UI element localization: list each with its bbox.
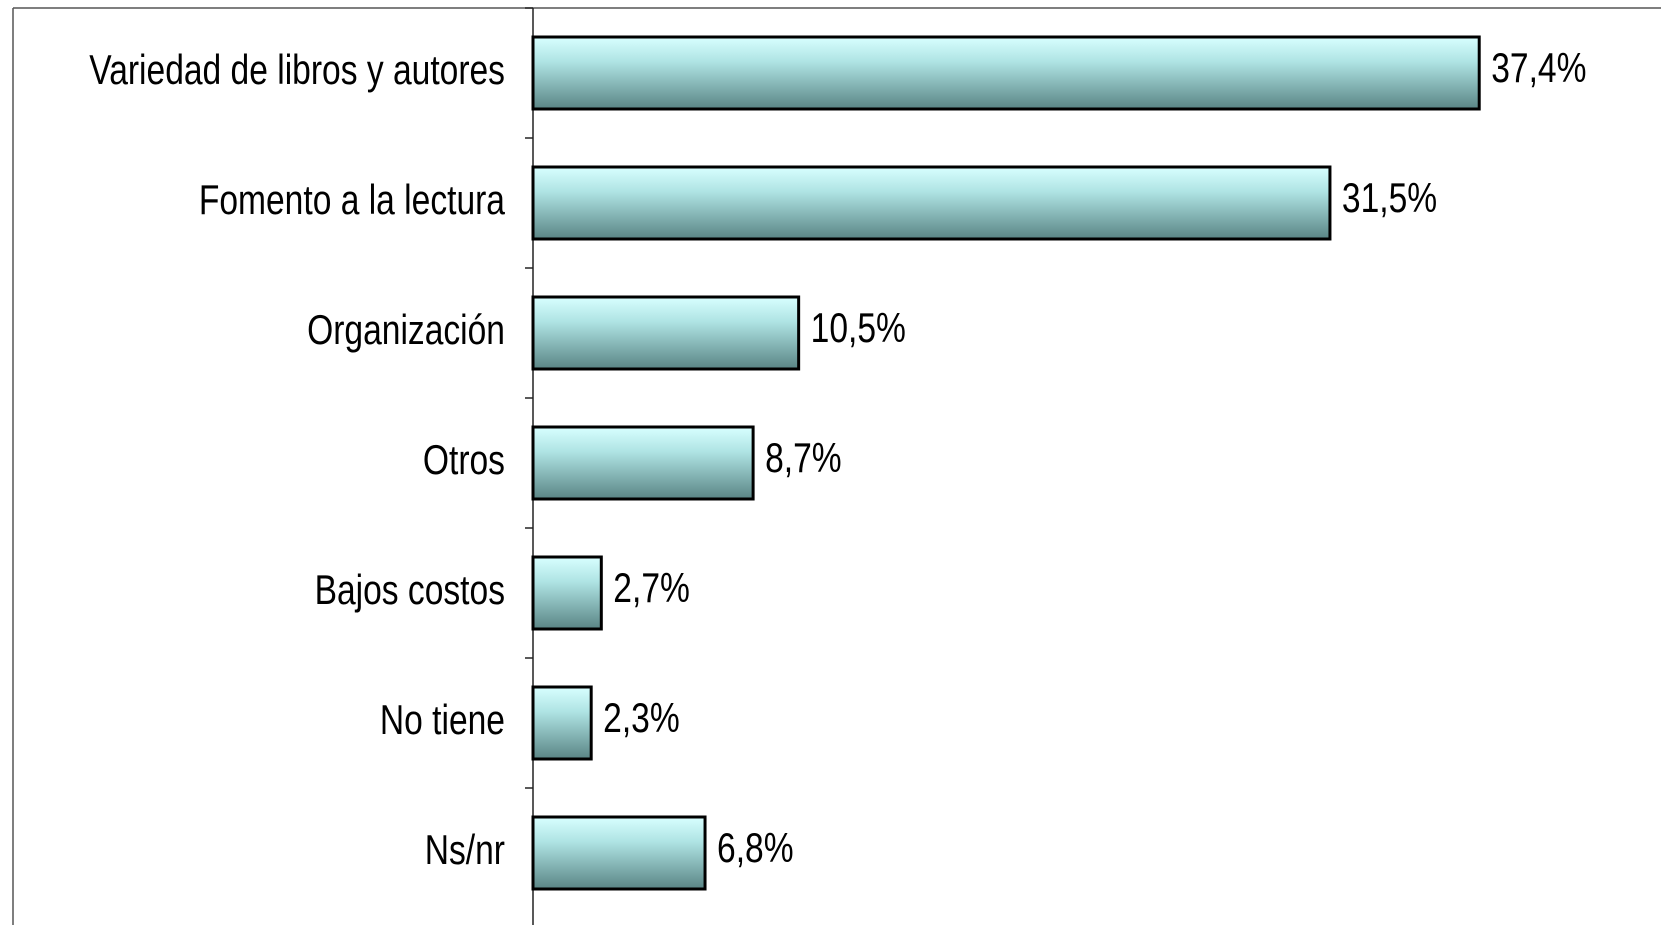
- value-label: 2,3%: [603, 696, 680, 742]
- value-label: 10,5%: [811, 306, 906, 352]
- category-label: No tiene: [380, 698, 505, 744]
- category-label: Ns/nr: [425, 828, 506, 874]
- value-label: 2,7%: [613, 566, 690, 612]
- bar: [531, 555, 603, 631]
- category-label: Otros: [423, 438, 505, 484]
- category-label: Bajos costos: [315, 568, 505, 614]
- category-label: Fomento a la lectura: [199, 178, 506, 224]
- value-label: 8,7%: [765, 436, 842, 482]
- bar: [531, 425, 755, 501]
- value-label: 6,8%: [717, 826, 794, 872]
- bar: [531, 165, 1332, 241]
- category-label: Variedad de libros y autores: [89, 48, 505, 94]
- bar: [531, 685, 593, 761]
- category-label: Organización: [307, 308, 505, 354]
- bar: [531, 815, 707, 891]
- value-label: 31,5%: [1342, 176, 1437, 222]
- bar: [531, 295, 801, 371]
- value-label: 37,4%: [1491, 46, 1586, 92]
- bar: [531, 35, 1481, 111]
